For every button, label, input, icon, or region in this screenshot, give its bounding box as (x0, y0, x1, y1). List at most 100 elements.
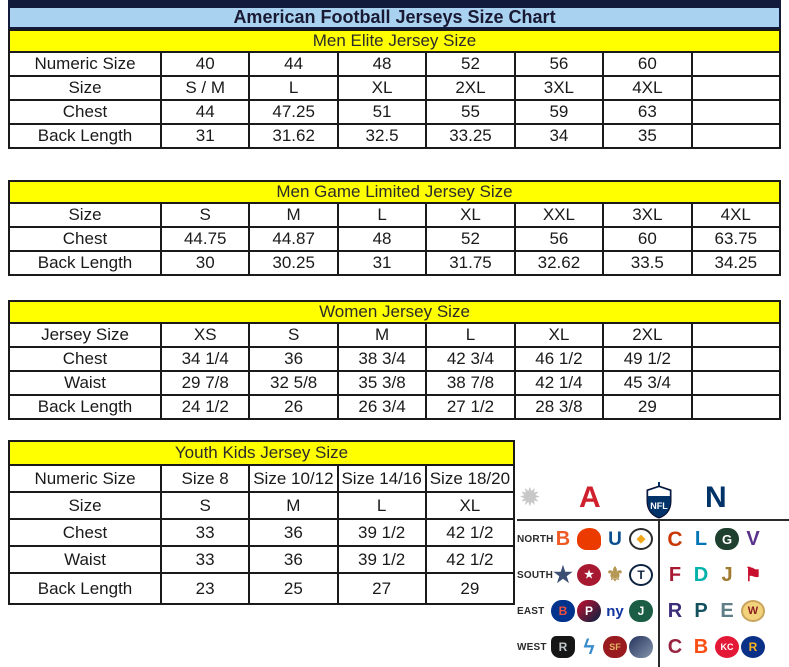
49ers-logo-icon: SF (603, 636, 627, 658)
size-cell: XL (424, 491, 516, 520)
size-cell: Size 14/16 (336, 464, 427, 493)
division-row-north: NORTH B U ◆ C L G V (517, 521, 789, 557)
table-row: Back Length 23 25 27 29 (8, 572, 516, 605)
size-cell: 33 (159, 545, 251, 574)
size-cell: L (336, 491, 427, 520)
dolphins-logo-icon: D (693, 564, 709, 586)
redskins-logo-icon: W (741, 600, 765, 622)
size-cell: 23 (159, 572, 251, 605)
size-cell: S (248, 322, 339, 348)
size-cell: 2XL (425, 75, 516, 101)
nfl-shield-icon: NFL (646, 482, 672, 519)
size-cell: 35 (602, 123, 693, 149)
size-cell: 52 (425, 226, 516, 252)
table-youth-kids: Youth Kids Jersey Size Numeric Size Size 8… (8, 440, 516, 605)
table-row: Back Length 30 30.25 31 31.75 32.62 33.5 34.25 (8, 250, 782, 276)
size-cell: 28 3/8 (513, 394, 605, 420)
row-label: Jersey Size (8, 322, 162, 348)
table-row: Size S M L XL XXL 3XL 4XL (8, 202, 782, 228)
vikings-logo-icon: V (746, 528, 760, 550)
division-label: WEST (517, 641, 547, 653)
row-label: Back Length (8, 394, 162, 420)
size-cell: 31 (159, 123, 251, 149)
men-elite-table-slot: Men Elite Jersey Size Numeric Size 40 44 48 5… (8, 29, 782, 149)
chargers-logo-icon: ϟ (583, 635, 595, 659)
titans-logo-icon: T (629, 564, 653, 586)
size-cell: XS (159, 322, 251, 348)
size-cell: 56 (513, 226, 605, 252)
table-header-men-game-limited: Men Game Limited Jersey Size (8, 180, 781, 204)
size-cell: 42 1/2 (424, 518, 516, 547)
size-cell: 39 1/2 (336, 545, 427, 574)
page-title: American Football Jerseys Size Chart (8, 0, 781, 29)
division-label: EAST (517, 605, 545, 617)
size-cell: 63.75 (690, 226, 782, 252)
table-men-game-limited: Men Game Limited Jersey Size Size S M L XL XXL… (8, 180, 782, 276)
table-row: Chest 33 36 39 1/2 42 1/2 (8, 518, 516, 547)
size-cell: 31 (336, 250, 428, 276)
size-cell: 44 (159, 99, 251, 125)
size-cell: 52 (425, 51, 516, 77)
size-cell (690, 322, 782, 348)
size-cell: 39 1/2 (336, 518, 427, 547)
table-row: Back Length 31 31.62 32.5 33.25 34 35 (8, 123, 782, 149)
size-cell (690, 75, 782, 101)
row-label: Back Length (8, 123, 162, 149)
row-label: Back Length (8, 250, 162, 276)
jets-logo-icon: J (629, 600, 653, 622)
size-cell: 35 3/8 (336, 370, 428, 396)
size-cell: L (425, 322, 516, 348)
seahawks-logo-icon (629, 636, 653, 658)
size-cell: M (336, 322, 428, 348)
size-cell: XL (425, 202, 516, 228)
size-cell (690, 394, 782, 420)
size-cell: 25 (248, 572, 339, 605)
row-label: Numeric Size (8, 51, 162, 77)
row-label: Size (8, 491, 162, 520)
table-row: Size S M L XL (8, 491, 516, 520)
size-cell: 47.25 (248, 99, 339, 125)
afc-team-group: ★ ★ ⚜ T (551, 564, 653, 586)
broncos-logo-icon: B (693, 636, 709, 658)
row-label: Waist (8, 370, 162, 396)
size-cell: 40 (159, 51, 251, 77)
size-cell: 42 3/4 (425, 346, 516, 372)
size-cell (690, 370, 782, 396)
table-header-men-elite: Men Elite Jersey Size (8, 29, 781, 53)
size-cell: 55 (425, 99, 516, 125)
size-cell: 2XL (602, 322, 693, 348)
table-row: Chest 44.75 44.87 48 52 56 60 63.75 (8, 226, 782, 252)
table-row: Chest 34 1/4 36 38 3/4 42 3/4 46 1/2 49 1/2 (8, 346, 782, 372)
table-row: Waist 29 7/8 32 5/8 35 3/8 38 7/8 42 1/4 45 3/… (8, 370, 782, 396)
size-cell: 45 3/4 (602, 370, 693, 396)
row-label: Chest (8, 99, 162, 125)
size-cell: 48 (336, 51, 428, 77)
size-cell: M (248, 491, 339, 520)
size-cell: L (336, 202, 428, 228)
size-cell: 29 7/8 (159, 370, 251, 396)
cardinals-logo-icon: C (667, 636, 683, 658)
size-cell: Size 18/20 (424, 464, 516, 493)
division-label: NORTH (517, 533, 554, 545)
table-row: Size S / M L XL 2XL 3XL 4XL (8, 75, 782, 101)
size-cell: 32 5/8 (248, 370, 339, 396)
size-cell: XL (336, 75, 428, 101)
row-label: Numeric Size (8, 464, 162, 493)
size-cell: 34 1/4 (159, 346, 251, 372)
size-cell: Size 8 (159, 464, 251, 493)
jaguars-logo-icon: J (721, 564, 733, 586)
size-cell: 33 (159, 518, 251, 547)
size-cell: 42 1/2 (424, 545, 516, 574)
size-cell: 56 (513, 51, 605, 77)
size-cell: 27 1/2 (425, 394, 516, 420)
size-cell: S (159, 202, 251, 228)
browns-logo-icon (577, 528, 601, 550)
giants-logo-icon: ny (606, 602, 624, 620)
division-row-south: SOUTH ★ ★ ⚜ T F D J ⚑ (517, 557, 789, 593)
size-cell: XXL (513, 202, 605, 228)
table-row: Jersey Size XS S M L XL 2XL (8, 322, 782, 348)
patriots-logo-icon: P (577, 600, 601, 622)
size-chart-sheet: American Football Jerseys Size Chart Men… (8, 0, 782, 605)
